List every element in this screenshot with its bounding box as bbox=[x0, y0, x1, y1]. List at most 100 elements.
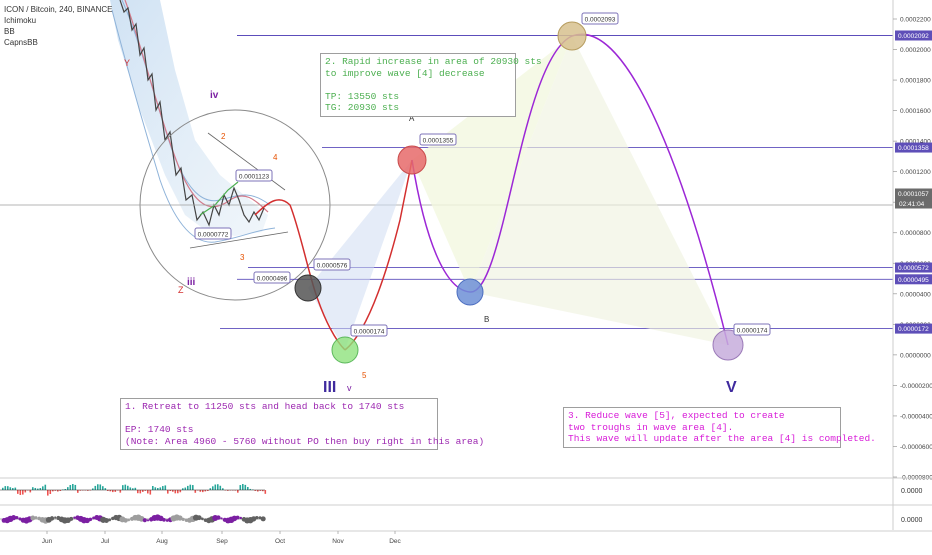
osc1-bar bbox=[199, 490, 202, 492]
osc1-bar bbox=[67, 487, 69, 490]
osc1-bar bbox=[177, 490, 179, 494]
point-circle-1[interactable] bbox=[294, 274, 322, 302]
wave-label-2: 2 bbox=[221, 132, 226, 141]
wave-label-5: 5 bbox=[362, 371, 367, 380]
osc1-bar bbox=[119, 490, 122, 493]
wave-label-3: 3 bbox=[240, 253, 245, 262]
osc1-bar bbox=[12, 488, 14, 490]
pill-text-0000174-b: 0.0000174 bbox=[737, 328, 768, 335]
pill-text-0000174-a: 0.0000174 bbox=[354, 329, 385, 336]
osc1-bar bbox=[132, 488, 134, 490]
wave-label-Y: Y bbox=[124, 58, 130, 68]
osc1-bar bbox=[142, 490, 144, 492]
price-badge-time bbox=[895, 198, 932, 209]
osc1-bar bbox=[247, 486, 249, 490]
price-axis[interactable]: 0.00022000.00020000.00018000.00016000.00… bbox=[893, 17, 932, 482]
osc1-bar bbox=[149, 490, 152, 495]
osc1-bar bbox=[34, 487, 37, 490]
osc2-dot bbox=[54, 516, 57, 519]
osc1-bar bbox=[72, 484, 74, 490]
price-badge bbox=[895, 142, 932, 153]
osc1-bar bbox=[134, 487, 137, 490]
osc2-dot bbox=[235, 515, 240, 520]
osc1-bar bbox=[39, 488, 42, 490]
wave-label-Z: Z bbox=[178, 285, 184, 295]
osc1-bar bbox=[152, 486, 154, 490]
osc2-dot bbox=[10, 515, 17, 521]
point-circle-3[interactable] bbox=[397, 145, 427, 175]
osc1-bar bbox=[204, 490, 207, 492]
osc2-value: 0.0000 bbox=[901, 517, 923, 524]
osc1-bar bbox=[37, 488, 39, 490]
osc1-bar bbox=[202, 490, 204, 493]
osc1-bar bbox=[262, 490, 264, 492]
pill-text-0000576: 0.0000576 bbox=[317, 263, 348, 270]
osc1-bar bbox=[64, 489, 67, 490]
osc1-bar bbox=[137, 490, 139, 494]
x-tick-label: Dec bbox=[389, 538, 401, 545]
point-circle-5[interactable] bbox=[557, 21, 587, 51]
osc2-dot bbox=[69, 516, 74, 521]
pill-text-0002093: 0.0002093 bbox=[585, 17, 616, 24]
osc1-bar bbox=[144, 490, 147, 491]
osc1-bar bbox=[147, 490, 149, 494]
osc1-bar bbox=[207, 490, 209, 491]
wave-label-iv: iv bbox=[210, 90, 219, 101]
point-circle-4[interactable] bbox=[456, 278, 484, 306]
ichimoku-cloud bbox=[110, 0, 268, 236]
wedge-line-bottom bbox=[189, 231, 289, 249]
osc2-dot bbox=[49, 516, 55, 521]
osc1-bar bbox=[29, 490, 32, 493]
price-badge-label: 0.0002092 bbox=[898, 33, 929, 40]
osc1-bar bbox=[157, 487, 159, 490]
osc2-dot bbox=[177, 515, 183, 521]
note-box-1: 1. Retreat to 11250 sts and head back to… bbox=[120, 398, 484, 450]
osc1-bar bbox=[237, 490, 239, 493]
osc1-bar bbox=[154, 487, 157, 490]
time-axis[interactable]: Jun Jul Aug Sep Oct Nov Dec bbox=[42, 531, 402, 545]
osc1-bar bbox=[242, 484, 244, 490]
note-box-3: 3. Reduce wave [5], expected to create t… bbox=[563, 407, 876, 448]
osc1-bar bbox=[94, 485, 97, 490]
y-tick-label: -0.0000200 bbox=[900, 383, 932, 390]
osc1-bar bbox=[99, 484, 102, 490]
wave-label-v: v bbox=[347, 383, 352, 393]
osc2-dot bbox=[165, 519, 169, 522]
osc1-bar bbox=[227, 490, 229, 491]
price-badge-label: 0.0000572 bbox=[898, 265, 929, 272]
y-tick-label: 0.0001600 bbox=[900, 108, 931, 115]
osc1-bar bbox=[114, 490, 117, 492]
osc1-bar bbox=[217, 484, 219, 490]
wave-label-A: A bbox=[409, 114, 415, 123]
osc2-dot bbox=[142, 518, 147, 523]
osc1-bar bbox=[109, 490, 112, 492]
bollinger-band-lower bbox=[111, 9, 276, 243]
osc1-bar bbox=[219, 485, 222, 490]
osc2-dot bbox=[15, 516, 19, 520]
osc1-bar bbox=[129, 487, 132, 490]
point-circle-6[interactable] bbox=[712, 329, 744, 361]
osc1-bar bbox=[104, 488, 107, 490]
wedge-line-top bbox=[207, 132, 286, 191]
pill-text-0001123: 0.0001123 bbox=[239, 174, 270, 181]
osc1-bar bbox=[127, 485, 129, 490]
price-badge-time-label: 02:41:04 bbox=[899, 201, 925, 208]
indicator-ichimoku[interactable]: Ichimoku bbox=[4, 16, 37, 25]
osc1-bar bbox=[47, 490, 49, 496]
osc1-bar bbox=[184, 487, 187, 490]
osc2-dot bbox=[250, 516, 257, 522]
wave-label-B: B bbox=[484, 315, 489, 324]
point-circle-2[interactable] bbox=[331, 336, 359, 364]
shade-right bbox=[470, 36, 728, 345]
osc1-bar bbox=[167, 490, 169, 494]
indicator-bb[interactable]: BB bbox=[4, 27, 15, 36]
osc2-dot bbox=[84, 517, 90, 524]
price-badge-label: 0.0001057 bbox=[898, 191, 929, 198]
y-tick-label: 0.0002000 bbox=[900, 47, 931, 54]
symbol-title: ICON / Bitcoin, 240, BINANCE bbox=[4, 5, 113, 14]
chart-legend: ICON / Bitcoin, 240, BINANCE Ichimoku BB… bbox=[4, 4, 112, 48]
oscillator-pane-2 bbox=[0, 514, 266, 524]
indicator-capnsbb[interactable]: CapnsBB bbox=[4, 38, 38, 47]
osc1-bar bbox=[169, 490, 172, 492]
